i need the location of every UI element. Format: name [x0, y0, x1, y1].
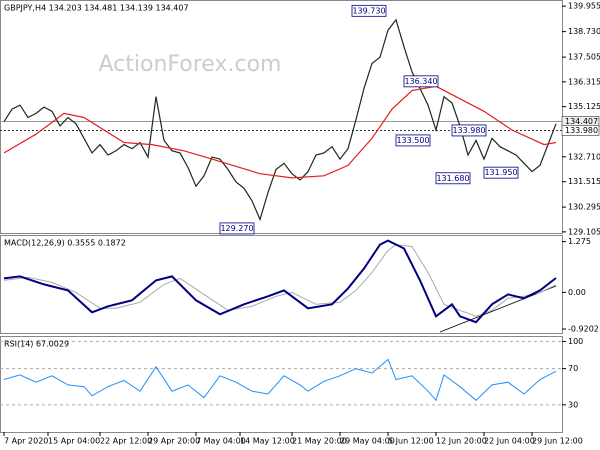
y-tick-label: 100: [568, 337, 583, 346]
series-line: [3, 85, 557, 179]
series-line: [3, 18, 557, 222]
y-tick-label: 0.00: [568, 288, 586, 297]
y-tick-label: 130.295: [568, 203, 600, 212]
annotation-box: [483, 166, 519, 179]
annotation-label: 129.270: [220, 224, 253, 233]
y-tick-label: 136.315: [568, 77, 600, 86]
x-tick-label: 15 Apr 04:00: [48, 437, 100, 446]
y-tick-label: 30: [568, 400, 578, 409]
x-tick-label: 29 Jun 12:00: [532, 437, 583, 446]
y-tick-label: 131.515: [568, 177, 600, 186]
panel-title: RSI(14) 67.0029: [4, 340, 69, 349]
y-tick-label: 70: [568, 364, 578, 373]
x-tick-label: 5 Jun 12:00: [388, 437, 434, 446]
y-tick-label: 129.105: [568, 227, 600, 236]
x-tick-label: 14 May 12:00: [240, 437, 295, 446]
x-tick-label: 29 May 04:00: [340, 437, 395, 446]
x-tick-label: 29 Apr 20:00: [148, 437, 200, 446]
y-tick-label: 1.275: [568, 237, 591, 246]
x-tick-label: 7 Apr 2020: [4, 437, 48, 446]
x-tick-label: 22 Jun 04:00: [484, 437, 535, 446]
y-tick-label: -0.9202: [568, 325, 599, 334]
series-line: [3, 244, 557, 317]
panel-title: MACD(12,26,9) 0.3555 0.1872: [4, 239, 126, 248]
annotation-box: [403, 75, 439, 88]
x-tick-label: 21 May 20:00: [292, 437, 347, 446]
annotation-label: 133.500: [396, 136, 429, 145]
x-tick-label: 7 May 04:00: [196, 437, 246, 446]
annotation-label: 139.730: [352, 6, 385, 15]
annotation-box: [395, 134, 431, 147]
x-tick-label: 12 Jun 20:00: [436, 437, 487, 446]
annotation-label: 133.980: [452, 126, 485, 135]
y-tick-label: 137.505: [568, 53, 600, 62]
annotation-box: [451, 124, 487, 137]
watermark: ActionForex.com: [99, 52, 282, 77]
panel-title: GBPJPY,H4 134.203 134.481 134.139 134.40…: [4, 4, 189, 13]
price-level-label: 133.980: [565, 126, 598, 135]
annotation-label: 131.950: [484, 168, 517, 177]
price-level-box: [561, 125, 600, 136]
y-tick-label: 139.955: [568, 2, 600, 11]
x-tick-label: 22 Apr 12:00: [100, 437, 152, 446]
panel-border: [0, 336, 563, 433]
y-tick-label: 132.710: [568, 152, 600, 161]
annotation-box: [351, 4, 387, 17]
annotation-box: [219, 222, 255, 235]
annotation-box: [435, 172, 471, 185]
price-level-label: 134.407: [565, 117, 598, 126]
series-line: [3, 358, 557, 402]
series-line: [3, 239, 557, 324]
y-tick-label: 135.125: [568, 102, 600, 111]
annotation-label: 136.340: [404, 77, 437, 86]
annotation-label: 131.680: [436, 174, 469, 183]
y-tick-label: 138.730: [568, 27, 600, 36]
panel-border: [0, 235, 563, 334]
